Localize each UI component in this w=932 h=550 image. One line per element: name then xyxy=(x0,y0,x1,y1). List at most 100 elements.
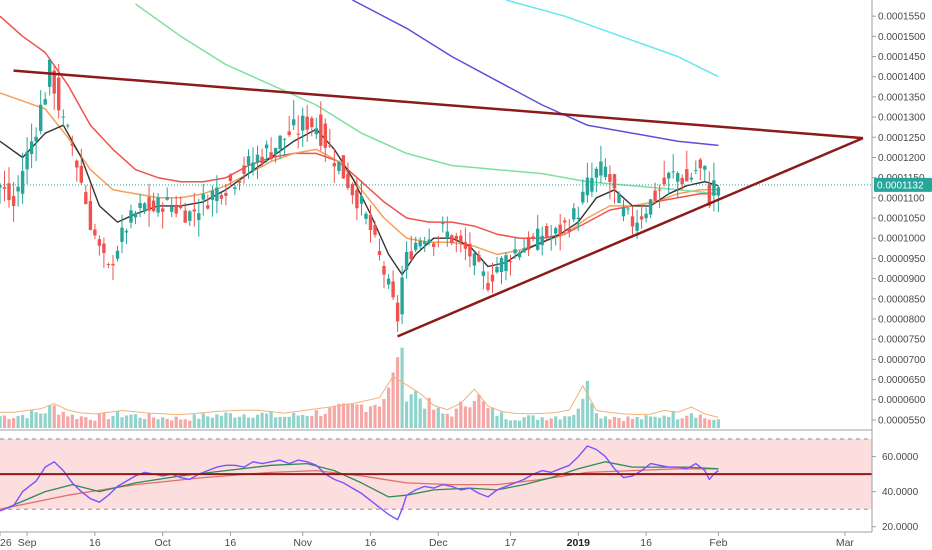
candle xyxy=(161,202,165,229)
price-tick-label: 0.0001300 xyxy=(878,113,926,124)
candle xyxy=(409,235,413,261)
volume-bar xyxy=(97,414,101,428)
volume-bar xyxy=(472,401,476,428)
volume-bar xyxy=(671,410,675,428)
moving-average-dark xyxy=(0,124,719,276)
candle xyxy=(296,115,300,149)
candle-body xyxy=(517,252,522,258)
candle xyxy=(450,234,454,246)
volume-bar xyxy=(305,416,309,428)
candle xyxy=(486,271,490,292)
candle-body xyxy=(667,172,671,179)
candle-body xyxy=(165,197,169,200)
candle-body xyxy=(558,224,562,235)
volume-bar xyxy=(242,414,246,428)
candle xyxy=(621,199,626,222)
candle xyxy=(563,217,567,236)
candle xyxy=(66,123,70,129)
candle xyxy=(373,221,377,238)
candle-body xyxy=(499,258,504,272)
volume-bar xyxy=(703,418,707,428)
candle xyxy=(84,185,88,205)
volume-bar xyxy=(341,403,345,428)
volume-bar xyxy=(499,412,504,428)
candle xyxy=(617,191,621,204)
candle xyxy=(599,145,603,184)
volume-bar xyxy=(450,416,454,428)
volume-bar xyxy=(707,419,711,428)
candle-body xyxy=(409,251,413,260)
candle xyxy=(508,254,513,276)
candle xyxy=(29,123,34,169)
time-tick-label: Nov xyxy=(293,537,312,549)
volume-bar xyxy=(590,403,594,428)
volume-bar xyxy=(346,403,350,428)
rsi-line xyxy=(0,445,719,521)
volume-bar xyxy=(328,407,332,428)
volume-bar xyxy=(115,410,120,428)
candle xyxy=(540,226,544,256)
candle-body xyxy=(147,197,151,211)
candle xyxy=(662,160,666,187)
price-tick-label: 0.0001250 xyxy=(878,133,926,144)
candle-body xyxy=(477,254,481,262)
volume-bar xyxy=(52,405,56,428)
candle xyxy=(75,159,79,182)
volume-bar xyxy=(34,412,38,428)
candle xyxy=(667,171,671,195)
volume-bar xyxy=(554,416,558,428)
candle-body xyxy=(707,184,711,206)
candle xyxy=(323,118,327,163)
volume-bar xyxy=(332,405,336,428)
candle xyxy=(441,216,445,233)
volume-bar xyxy=(183,419,187,428)
candle xyxy=(233,184,237,196)
volume-bar xyxy=(423,408,427,428)
candle-body xyxy=(635,222,639,231)
candle xyxy=(414,236,418,253)
candle xyxy=(120,214,124,254)
candle-body xyxy=(183,210,187,223)
volume-bar xyxy=(224,412,228,428)
volume-bar xyxy=(495,416,499,428)
volume-bar xyxy=(432,409,436,428)
candle-body xyxy=(0,185,2,188)
candle xyxy=(251,147,255,176)
volume-bar xyxy=(640,419,644,428)
candle xyxy=(603,158,608,181)
price-tick-label: 0.0001550 xyxy=(878,12,926,23)
candle xyxy=(612,173,617,204)
moving-average-green xyxy=(135,3,719,195)
candle-body xyxy=(151,200,156,212)
candle-body xyxy=(219,195,224,199)
volume-bar xyxy=(106,419,110,428)
volume-bar xyxy=(414,390,418,428)
volume-bar xyxy=(698,414,702,428)
candle xyxy=(165,187,169,201)
candle-body xyxy=(84,192,88,204)
volume-bar xyxy=(93,420,97,428)
candle-body xyxy=(626,208,630,210)
candle-body xyxy=(11,196,16,206)
candle xyxy=(269,137,273,161)
time-tick-label: Sep xyxy=(18,537,37,549)
candle-body xyxy=(459,235,463,243)
rsi-axis: 60.0000 40.0000 20.0000 xyxy=(872,452,919,533)
candle-body xyxy=(188,211,192,221)
volume-bar xyxy=(527,415,531,428)
candle xyxy=(594,167,599,193)
moving-average-cyan xyxy=(505,0,719,78)
volume-bar xyxy=(319,415,323,428)
volume-bar xyxy=(7,419,11,428)
volume-bar xyxy=(2,415,7,428)
volume-bar xyxy=(350,404,354,428)
volume-bar xyxy=(445,413,449,428)
candle xyxy=(228,173,233,188)
volume-bar xyxy=(124,415,129,428)
candle-body xyxy=(346,173,350,188)
volume-bar xyxy=(251,417,255,428)
candle-body xyxy=(504,255,508,272)
time-tick-label: 16 xyxy=(365,537,377,549)
volume-bar xyxy=(382,399,386,428)
